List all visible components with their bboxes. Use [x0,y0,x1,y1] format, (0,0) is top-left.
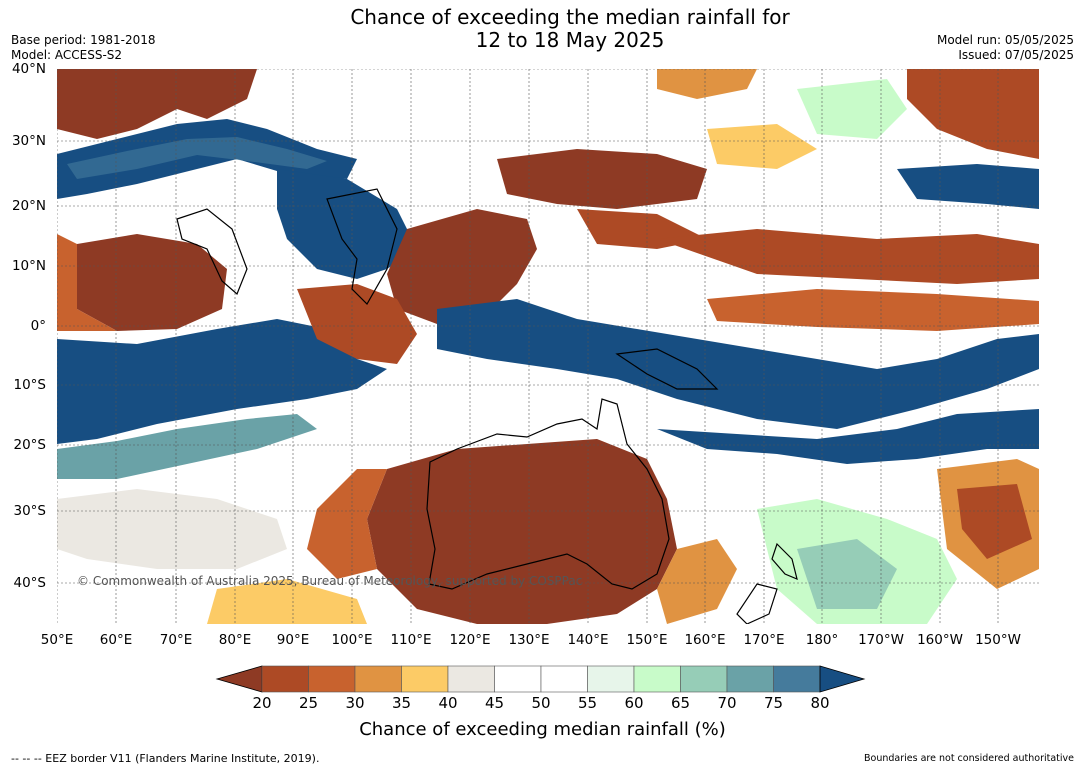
colorbar-cell [540,665,588,693]
longitude-label: 140°E [567,632,609,648]
colorbar-tick-label: 20 [252,694,272,712]
colorbar-tick-label: 70 [717,694,737,712]
latitude-label: 0° [30,318,46,334]
model-name: Model: ACCESS-S2 [11,48,123,62]
colorbar-tick-label: 35 [391,694,412,712]
colorbar-cell [680,665,728,693]
longitude-label: 170°E [743,632,785,648]
copyright-notice: © Commonwealth of Australia 2025, Bureau… [77,574,583,588]
colorbar-cell [401,665,449,693]
longitude-label: 160°E [684,632,726,648]
longitude-label: 50°E [40,632,74,648]
colorbar-tick-label: 50 [531,694,551,712]
colorbar-tick-label: 45 [484,694,505,712]
longitude-label: 170°W [858,632,904,648]
latitude-label: 20°N [11,198,46,214]
colorbar-tick-label: 60 [624,694,644,712]
colorbar-tick-label: 55 [577,694,598,712]
colorbar-tick-label: 75 [763,694,784,712]
latitude-label: 40°S [13,575,47,591]
colorbar-title: Chance of exceeding median rainfall (%) [359,719,726,740]
issued-date: Issued: 07/05/2025 [958,48,1074,62]
map-title-line1: Chance of exceeding the median rainfall … [350,5,790,29]
colorbar-cell [261,665,309,693]
longitude-label: 60°E [99,632,133,648]
boundaries-disclaimer: Boundaries are not considered authoritat… [864,753,1074,764]
colorbar-cell [773,665,821,693]
latitude-label: 20°S [13,437,47,453]
longitude-label: 80°E [218,632,252,648]
colorbar-tick-label: 65 [670,694,691,712]
base-period: Base period: 1981-2018 [11,33,156,47]
longitude-label: 160°W [917,632,963,648]
latitude-label: 40°N [11,61,46,77]
longitude-label: 150°E [626,632,668,648]
colorbar-tick-label: 40 [438,694,458,712]
map-graticule [57,69,1039,624]
colorbar-cell [726,665,774,693]
longitude-label: 130°E [508,632,550,648]
colorbar-tick-label: 80 [810,694,830,712]
colorbar-cell [587,665,635,693]
longitude-label: 100°E [331,632,373,648]
colorbar-tick-label: 30 [345,694,365,712]
rainfall-map-svg [57,69,1039,624]
latitude-label: 10°S [13,377,47,393]
longitude-label: 120°E [449,632,491,648]
colorbar [215,665,866,693]
colorbar-cell [633,665,681,693]
eez-note: -- -- -- EEZ border V11 (Flanders Marine… [11,752,320,765]
colorbar-extend-low [215,665,263,693]
model-run: Model run: 05/05/2025 [936,33,1074,47]
colorbar-cell [308,665,356,693]
longitude-label: 90°E [276,632,310,648]
colorbar-cell [447,665,495,693]
map-title-line2: 12 to 18 May 2025 [475,28,665,52]
latitude-label: 30°N [11,133,46,149]
latitude-label: 10°N [11,258,46,274]
longitude-label: 110°E [390,632,432,648]
coastlines [176,188,798,624]
colorbar-tick-label: 25 [298,694,319,712]
longitude-label: 70°E [159,632,193,648]
colorbar-cell [494,665,542,693]
longitude-label: 180° [805,632,839,648]
colorbar-cell [354,665,402,693]
latitude-label: 30°S [13,503,47,519]
longitude-label: 150°W [975,632,1021,648]
rainfall-probability-field [57,69,1039,624]
rainfall-map: © Commonwealth of Australia 2025, Bureau… [57,69,1039,624]
colorbar-extend-high [819,665,866,693]
